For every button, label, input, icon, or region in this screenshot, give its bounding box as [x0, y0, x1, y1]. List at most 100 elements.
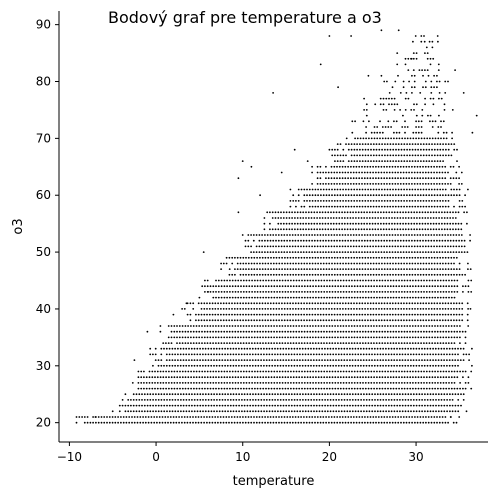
data-point [281, 313, 283, 316]
data-point [408, 421, 411, 424]
data-point [350, 336, 353, 339]
data-point [280, 211, 282, 214]
data-point [252, 234, 255, 236]
data-point [280, 245, 283, 248]
data-point [353, 143, 356, 146]
data-point [182, 399, 185, 401]
data-point [254, 399, 257, 401]
data-point [431, 137, 434, 140]
data-point [215, 342, 217, 344]
data-point [389, 285, 392, 288]
data-point [234, 382, 237, 384]
data-point [358, 200, 361, 202]
data-point [276, 376, 278, 379]
data-point [420, 279, 423, 282]
data-point [295, 200, 297, 202]
data-point [403, 330, 406, 333]
data-point [443, 359, 445, 361]
data-point [452, 245, 455, 248]
data-point [380, 239, 383, 242]
data-point [361, 256, 364, 259]
data-point [330, 222, 332, 225]
data-point [320, 387, 323, 390]
data-point [295, 285, 298, 288]
data-point [288, 211, 291, 214]
data-point [284, 279, 287, 282]
data-point [437, 376, 439, 379]
data-point [265, 410, 268, 413]
data-point [419, 273, 422, 276]
data-point [264, 256, 267, 259]
data-point [448, 359, 451, 361]
data-point [442, 205, 444, 208]
data-point [447, 194, 450, 197]
data-point [302, 222, 305, 225]
data-point [207, 364, 210, 367]
data-point [254, 404, 257, 407]
data-point [162, 382, 165, 384]
data-point [327, 171, 330, 174]
data-point [442, 370, 445, 373]
data-point [447, 302, 450, 305]
data-point [411, 160, 414, 163]
data-point [168, 393, 171, 396]
data-point [384, 387, 387, 390]
data-point [349, 228, 352, 231]
data-point [389, 273, 392, 276]
data-point [415, 404, 418, 407]
data-point [345, 279, 348, 282]
y-axis-label: o3 [11, 218, 26, 234]
data-point [364, 325, 367, 327]
data-point [220, 308, 222, 310]
data-point [325, 183, 327, 185]
data-point [447, 421, 449, 424]
data-point [267, 330, 270, 333]
data-point [270, 336, 273, 339]
data-point [377, 211, 379, 214]
data-point [425, 285, 428, 288]
data-point [407, 217, 410, 219]
data-point [440, 404, 443, 407]
data-point [317, 279, 320, 282]
data-point [351, 285, 353, 288]
data-point [231, 296, 234, 299]
data-point [223, 376, 226, 379]
data-point [279, 359, 282, 361]
data-point [268, 353, 271, 356]
data-point [399, 228, 402, 231]
data-point [422, 273, 425, 276]
data-point [364, 370, 367, 373]
data-point [247, 239, 250, 242]
data-point [395, 325, 397, 327]
data-point [236, 256, 239, 259]
data-point [364, 336, 367, 339]
data-point [198, 376, 201, 379]
data-point [272, 92, 274, 94]
data-point [408, 416, 411, 418]
data-point [173, 387, 176, 390]
data-point [223, 370, 226, 373]
data-point [200, 313, 203, 316]
data-point [242, 421, 244, 424]
data-point [392, 256, 394, 259]
data-point [405, 302, 408, 305]
data-point [228, 336, 231, 339]
data-point [380, 211, 382, 214]
data-point [345, 291, 348, 293]
data-point [423, 359, 426, 361]
data-point [370, 382, 373, 384]
data-point [298, 376, 301, 379]
data-point [431, 382, 434, 384]
data-point [352, 222, 354, 225]
data-point [138, 404, 141, 407]
data-point [210, 359, 213, 361]
data-point [429, 399, 432, 401]
data-point [136, 416, 139, 418]
data-point [411, 262, 414, 265]
data-point [425, 154, 428, 157]
data-point [387, 347, 390, 350]
data-point [332, 399, 335, 401]
data-point [277, 239, 280, 242]
data-point [398, 387, 400, 390]
data-point [457, 222, 460, 225]
